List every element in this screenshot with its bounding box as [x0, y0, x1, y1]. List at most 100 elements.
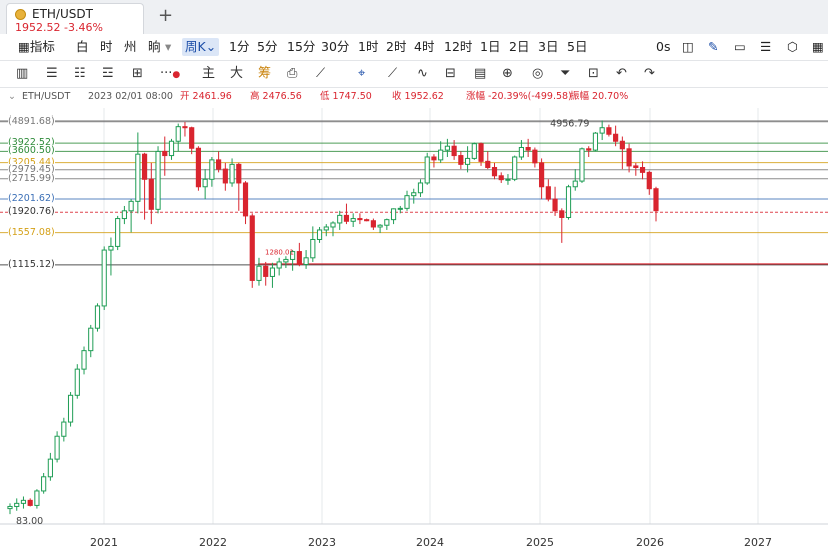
table-icon[interactable]: ⊞: [132, 66, 143, 81]
candle-body-30: [209, 159, 215, 180]
bar-style-icon[interactable]: ☰: [46, 66, 58, 81]
period-item-2[interactable]: 州: [124, 39, 137, 54]
period-item-1[interactable]: 时: [100, 39, 113, 54]
interval-10[interactable]: 3日: [538, 39, 559, 54]
brush-icon[interactable]: ⟋: [316, 66, 326, 81]
candlestick-series: [7, 120, 659, 515]
candle-body-82: [559, 210, 565, 218]
interval-11[interactable]: 5日: [567, 39, 588, 54]
chart-tab-eth-usdt[interactable]: ETH/USDT 1952.52 -3.46%: [6, 3, 144, 34]
interval-6[interactable]: 4时: [414, 39, 435, 54]
indicator-button[interactable]: ▦指标: [18, 38, 55, 56]
settings-icon[interactable]: ⬡: [787, 39, 798, 54]
big-indicator-button[interactable]: 大: [230, 66, 244, 81]
candle-body-23: [162, 150, 168, 157]
candle-body-8: [61, 421, 67, 437]
candle-body-60: [411, 192, 417, 197]
candle-body-93: [633, 165, 639, 168]
candle-body-53: [364, 219, 370, 222]
candle-body-41: [283, 258, 289, 263]
period-item-3[interactable]: 晌: [148, 39, 161, 54]
interval-4[interactable]: 1时: [358, 39, 379, 54]
candle-body-79: [539, 162, 545, 188]
layout-grid-icon[interactable]: ▦: [812, 39, 824, 54]
camera-icon[interactable]: ◫: [682, 39, 694, 54]
candle-body-34: [236, 163, 242, 184]
candle-body-5: [41, 476, 47, 492]
candle-body-33: [229, 163, 235, 184]
interval-0[interactable]: 1分: [229, 39, 250, 54]
candle-body-1: [14, 502, 20, 507]
interval-3[interactable]: 30分: [321, 39, 350, 54]
candle-body-48: [330, 222, 336, 228]
ruler-icon[interactable]: ⟋: [388, 66, 398, 81]
pattern-icon[interactable]: ⊕: [502, 66, 513, 81]
candle-body-66: [451, 145, 457, 157]
candle-body-19: [135, 153, 141, 202]
candle-body-62: [424, 156, 430, 184]
cursor-tool-icon[interactable]: ⌖: [358, 66, 366, 81]
interval-9[interactable]: 2日: [509, 39, 530, 54]
candle-body-40: [276, 261, 282, 269]
candle-body-96: [653, 188, 659, 212]
price-level-label-5: (2979.45): [8, 163, 55, 175]
candle-body-18: [128, 200, 134, 212]
price-level-label-8: (1920.76): [8, 206, 55, 218]
candle-body-17: [121, 210, 127, 220]
candle-body-54: [370, 220, 376, 228]
candle-body-72: [491, 166, 498, 177]
comment-icon[interactable]: ▭: [734, 39, 746, 54]
candle-body-16: [115, 218, 121, 247]
period-selected-weekly[interactable]: 周K⌄: [182, 38, 220, 56]
period-item-0[interactable]: 白: [76, 39, 89, 54]
candle-body-77: [525, 146, 531, 151]
candle-style-icon[interactable]: ▥: [16, 66, 29, 81]
chip-distribution-button[interactable]: 筹: [258, 66, 272, 81]
candle-body-29: [202, 178, 208, 188]
pen-icon[interactable]: ✎: [708, 39, 719, 54]
interval-5[interactable]: 2时: [386, 39, 407, 54]
trend-line-icon[interactable]: ∿: [417, 66, 428, 81]
tab-price-change: 1952.52 -3.46%: [15, 21, 103, 34]
interval-7[interactable]: 12时: [444, 39, 473, 54]
candle-body-24: [168, 140, 175, 157]
chevron-down-icon[interactable]: ▾: [165, 39, 172, 54]
redo-icon[interactable]: ↷: [644, 66, 655, 81]
add-tab-icon[interactable]: +: [158, 5, 174, 26]
price-level-label-1: (4891.68): [8, 115, 55, 127]
candle-body-84: [572, 180, 578, 188]
candle-body-94: [639, 166, 646, 173]
period-toolbar: ▦指标 白 时 州 晌 ▾ 周K⌄ 1分 5分 15分 30分 1时 2时 4时…: [0, 34, 828, 61]
ohlc-info-bar: ⌄ ETH/USDT 2023 02/01 08:00 开 2461.96 高 …: [0, 88, 828, 106]
note-icon[interactable]: ▤: [474, 66, 487, 81]
collapse-chevron-icon[interactable]: ⌄: [8, 91, 16, 102]
candle-body-78: [532, 149, 538, 164]
ohlc-symbol: ETH/USDT: [22, 91, 71, 102]
candle-body-20: [141, 153, 148, 180]
candle-body-91: [619, 140, 625, 150]
candle-body-9: [67, 394, 74, 423]
price-level-label-4: (3205.44): [8, 156, 55, 168]
candle-body-0: [7, 505, 13, 510]
more-icon[interactable]: ···●: [160, 66, 181, 81]
menu-icon[interactable]: ☰: [760, 39, 772, 54]
indicator-grid-icon: ▦: [18, 39, 30, 54]
interval-1[interactable]: 5分: [257, 39, 278, 54]
refresh-rate-label[interactable]: 0s: [656, 39, 671, 54]
main-indicator-button[interactable]: 主: [202, 66, 216, 81]
candle-body-76: [518, 146, 525, 158]
line-style-icon[interactable]: ☷: [74, 66, 86, 81]
delete-icon[interactable]: ⊡: [588, 66, 599, 81]
interval-2[interactable]: 15分: [287, 39, 316, 54]
undo-icon[interactable]: ↶: [616, 66, 627, 81]
candlestick-chart[interactable]: 2021 2022 2023 2024 2025 2026 2027 4956.79 83.…: [0, 108, 828, 552]
candle-body-95: [646, 171, 652, 190]
filter-icon[interactable]: ⏷: [560, 66, 571, 81]
alert-icon[interactable]: ⎙: [287, 66, 298, 81]
candle-body-31: [216, 159, 222, 170]
area-style-icon[interactable]: ☲: [102, 66, 114, 81]
x-tick-2021: 2021: [90, 536, 118, 549]
interval-8[interactable]: 1日: [480, 39, 501, 54]
magnet-icon[interactable]: ◎: [532, 66, 544, 81]
fib-tool-icon[interactable]: ⊟: [445, 66, 456, 81]
